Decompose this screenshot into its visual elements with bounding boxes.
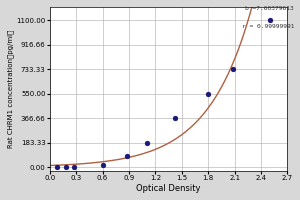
Y-axis label: Rat CHRM1 concentration（pg/ml）: Rat CHRM1 concentration（pg/ml） <box>7 30 14 148</box>
Text: b =7.60379613: b =7.60379613 <box>245 6 294 11</box>
Text: r = 0.99999991: r = 0.99999991 <box>242 24 294 29</box>
X-axis label: Optical Density: Optical Density <box>136 184 201 193</box>
